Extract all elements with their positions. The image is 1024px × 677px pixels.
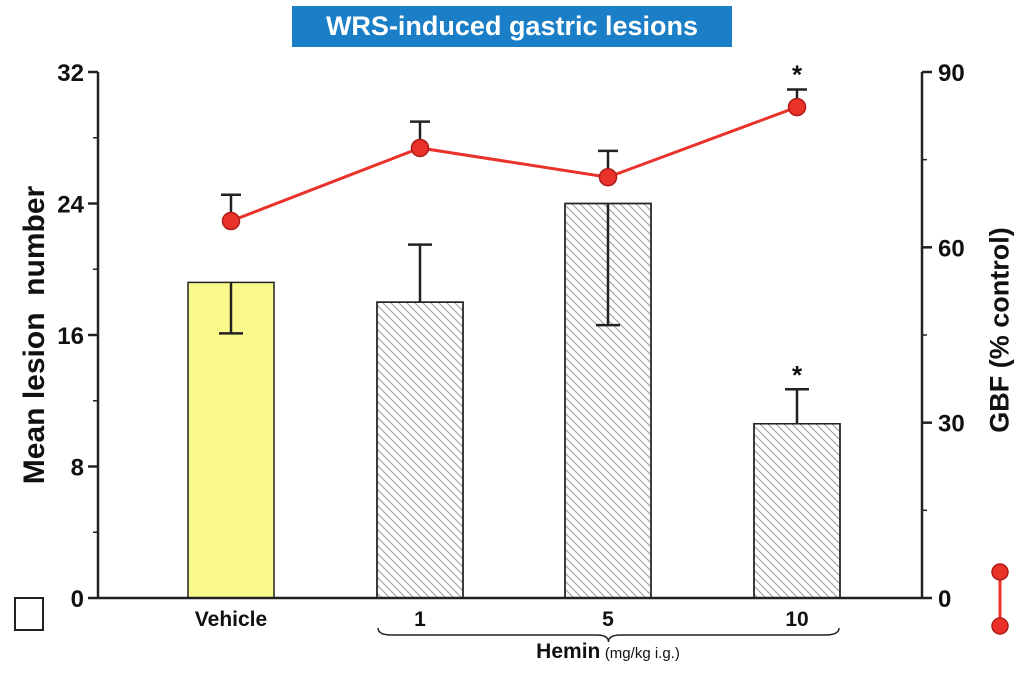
gbf-point	[410, 138, 430, 158]
x-tick-label: 10	[785, 608, 808, 631]
y-right-tick-label: 60	[938, 235, 965, 262]
gbf-point	[598, 167, 618, 187]
legend-line-dot-top	[991, 563, 1009, 581]
y-left-tick-label: 24	[57, 192, 84, 219]
gbf-line	[230, 105, 798, 223]
line-layer: *	[221, 60, 807, 231]
legend-bar-swatch	[14, 597, 44, 631]
bar-10	[753, 423, 841, 599]
gbf-point	[787, 97, 807, 117]
group-label-unit: (mg/kg i.g.)	[604, 645, 680, 662]
y-left-tick-label: 8	[71, 455, 84, 482]
y-left-tick-label: 16	[57, 323, 84, 350]
x-tick-label: 5	[602, 608, 614, 631]
gbf-point	[221, 211, 241, 231]
bar-significance-marker: *	[792, 360, 803, 390]
x-tick-label: 1	[414, 608, 426, 631]
bar-1	[376, 301, 464, 599]
y-left-tick-label: 32	[57, 60, 84, 87]
y-right-tick-label: 90	[938, 60, 965, 87]
x-tick-label: Vehicle	[195, 608, 267, 631]
legend-layer	[991, 563, 1009, 635]
hemin-bracket	[377, 627, 840, 643]
gbf-significance-marker: *	[792, 60, 803, 90]
bars-layer: *	[187, 202, 841, 599]
y-right-tick-label: 0	[938, 586, 951, 613]
axes-layer: 0 8 16 24 32 0 30 60 90 Vehicle 1 5 10	[57, 60, 965, 643]
y-right-tick-label: 30	[938, 411, 965, 438]
legend-line-dot-bottom	[991, 617, 1009, 635]
chart-title: WRS-induced gastric lesions	[292, 6, 732, 47]
y-left-tick-label: 0	[71, 586, 84, 613]
x-group-label: Hemin (mg/kg i.g.)	[536, 640, 680, 664]
group-label-main: Hemin	[536, 640, 601, 663]
